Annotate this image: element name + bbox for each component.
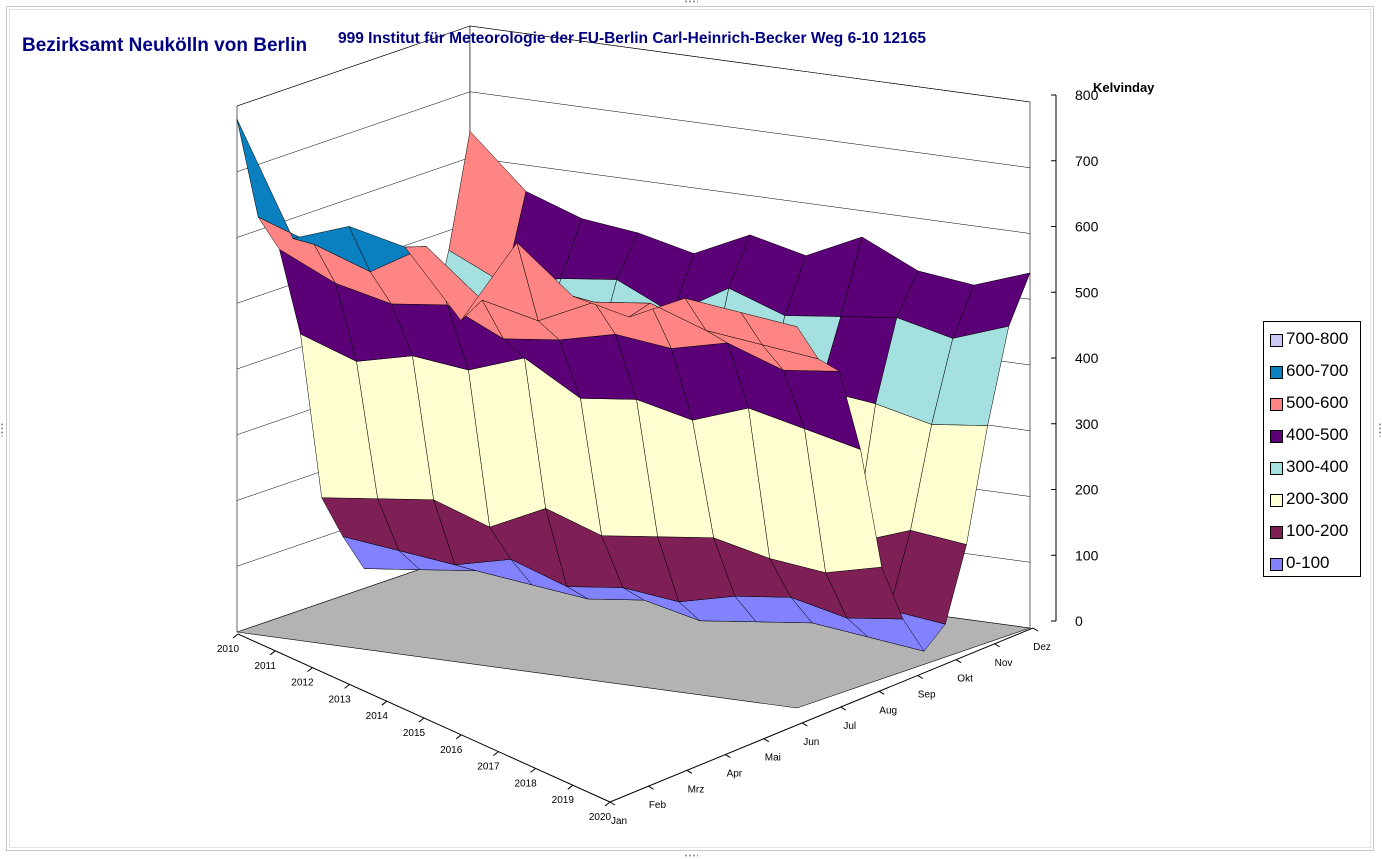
surface-cell <box>740 312 819 360</box>
month-tick-label: Okt <box>957 674 973 685</box>
year-tick-mark <box>455 734 462 740</box>
month-tick-label: Mrz <box>688 784 705 795</box>
month-tick-mark <box>917 675 923 679</box>
legend-item: 600-700 <box>1264 357 1360 389</box>
z-tick-label: 200 <box>1075 482 1099 498</box>
legend-label: 700-800 <box>1286 329 1349 348</box>
year-tick-label: 2015 <box>403 728 426 739</box>
month-tick-mark <box>763 738 770 743</box>
z-tick-label: 700 <box>1075 153 1099 169</box>
year-tick-mark <box>530 768 536 773</box>
year-tick-mark <box>418 717 425 723</box>
legend: 700-800 600-700 500-600 400-500 300-400 200-3… <box>1263 321 1361 577</box>
month-tick-label: Jun <box>803 737 819 748</box>
year-tick-label: 2010 <box>217 644 240 655</box>
month-tick-label: Aug <box>879 705 897 716</box>
year-tick-mark <box>381 700 388 706</box>
legend-swatch <box>1270 430 1283 443</box>
z-tick-label: 500 <box>1075 284 1099 300</box>
legend-item: 500-600 <box>1264 389 1360 421</box>
year-tick-label: 2019 <box>552 795 575 806</box>
legend-label: 500-600 <box>1286 393 1349 412</box>
legend-label: 200-300 <box>1286 489 1349 508</box>
month-tick-mark <box>994 643 1000 648</box>
corner-title: Bezirksamt Neukölln von Berlin <box>22 35 308 56</box>
z-tick-label: 800 <box>1075 87 1099 103</box>
year-tick-mark <box>344 684 350 689</box>
year-tick-mark <box>604 801 611 807</box>
month-tick-label: Nov <box>995 658 1013 669</box>
month-tick-label: Jul <box>843 721 856 732</box>
legend-label: 400-500 <box>1286 425 1349 444</box>
year-tick-mark <box>567 784 574 790</box>
legend-item: 400-500 <box>1264 421 1360 453</box>
axes <box>232 94 1057 807</box>
month-tick-label: Apr <box>727 769 743 780</box>
legend-item: 300-400 <box>1264 453 1360 485</box>
year-tick-label: 2017 <box>477 762 500 773</box>
year-tick-label: 2018 <box>514 778 537 789</box>
legend-swatch <box>1270 526 1283 539</box>
month-tick-mark <box>840 706 846 711</box>
z-tick-label: 0 <box>1075 613 1083 629</box>
month-tick-mark <box>648 785 654 790</box>
legend-swatch <box>1270 366 1283 379</box>
gridline <box>236 25 1031 107</box>
legend-swatch <box>1270 334 1283 347</box>
legend-item: 700-800 <box>1264 325 1360 357</box>
chart-title: 999 Institut für Meteorologie der FU-Ber… <box>338 30 927 47</box>
year-tick-label: 2011 <box>254 661 276 672</box>
year-tick-label: 2012 <box>291 678 314 689</box>
month-tick-label: Mai <box>765 753 781 764</box>
month-tick-mark <box>686 769 693 774</box>
year-tick-mark <box>269 650 276 656</box>
month-tick-mark <box>609 801 616 806</box>
month-tick-label: Feb <box>649 800 667 811</box>
z-axis-title: Kelvinday <box>1093 80 1155 95</box>
month-tick-mark <box>1032 627 1039 632</box>
legend-swatch <box>1270 494 1283 507</box>
legend-label: 300-400 <box>1286 457 1349 476</box>
resize-handle-top[interactable] <box>684 0 698 3</box>
gridline <box>236 91 1031 172</box>
legend-label: 600-700 <box>1286 361 1349 380</box>
year-tick-label: 2016 <box>440 745 463 756</box>
month-tick-mark <box>725 754 731 758</box>
legend-label: 0-100 <box>1286 553 1330 572</box>
legend-item: 100-200 <box>1264 517 1360 549</box>
year-tick-label: 2013 <box>328 694 351 705</box>
z-tick-label: 400 <box>1075 350 1099 366</box>
legend-swatch <box>1270 398 1283 411</box>
z-tick-label: 100 <box>1075 547 1099 563</box>
z-tick-label: 300 <box>1075 416 1099 432</box>
legend-swatch <box>1270 462 1283 475</box>
month-tick-label: Sep <box>918 689 936 700</box>
year-tick-mark <box>307 667 313 672</box>
legend-label: 100-200 <box>1286 521 1349 540</box>
z-tick-label: 600 <box>1075 219 1099 235</box>
surface-plot <box>236 118 1031 652</box>
resize-handle-bottom[interactable] <box>684 854 698 857</box>
year-tick-mark <box>493 751 499 756</box>
year-tick-label: 2020 <box>589 812 612 823</box>
legend-swatch <box>1270 558 1283 571</box>
month-tick-mark <box>878 690 885 695</box>
year-tick-label: 2014 <box>366 711 389 722</box>
month-tick-mark <box>955 659 962 664</box>
year-tick-mark <box>232 633 239 639</box>
legend-item: 200-300 <box>1264 485 1360 517</box>
month-axis-line <box>609 627 1034 803</box>
legend-item: 0-100 <box>1264 549 1360 581</box>
month-tick-mark <box>802 722 808 727</box>
month-tick-label: Jan <box>611 816 627 827</box>
month-tick-label: Dez <box>1033 642 1051 653</box>
